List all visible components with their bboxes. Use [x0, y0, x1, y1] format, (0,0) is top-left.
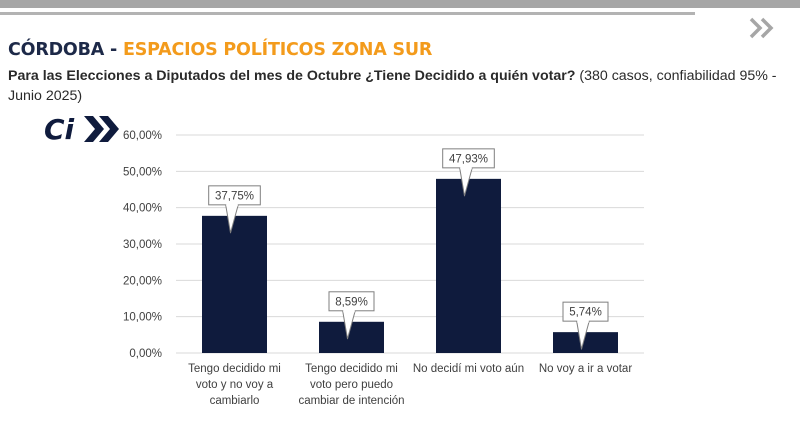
- category-label-line: voto pero puedo: [310, 379, 393, 391]
- double-chevron-right-icon[interactable]: [748, 16, 778, 40]
- y-tick-label: 10,00%: [123, 312, 162, 324]
- y-tick-label: 60,00%: [123, 130, 162, 142]
- title-region: CÓRDOBA -: [8, 40, 123, 60]
- category-label-line: Tengo decidido mi: [188, 363, 281, 375]
- page-title: CÓRDOBA - ESPACIOS POLÍTICOS ZONA SUR: [8, 40, 432, 60]
- category-label: Tengo decidido mi voto pero puedo cambiar …: [298, 363, 404, 407]
- bar: [436, 178, 501, 353]
- bar: [553, 332, 618, 353]
- category-label: No voy a ir a votar: [539, 363, 632, 375]
- logo-chevron-icon: [84, 116, 119, 142]
- ci-logo: Ci: [44, 113, 119, 146]
- data-label-callout: 37,75%: [208, 185, 261, 234]
- survey-note: (380 casos, confiabilidad 95% - Junio 20…: [8, 68, 777, 104]
- data-label: 5,74%: [569, 307, 602, 319]
- y-tick-label: 40,00%: [123, 203, 162, 215]
- callout-joint: [577, 319, 589, 323]
- callout-joint: [226, 203, 238, 207]
- category-label-line: cambiar de intención: [298, 395, 404, 407]
- bar: [202, 215, 267, 353]
- top-divider-line: [0, 12, 695, 15]
- data-label: 8,59%: [335, 296, 368, 308]
- callout-joint: [343, 309, 355, 313]
- category-label-line: Tengo decidido mi: [305, 363, 398, 375]
- title-subject: ESPACIOS POLÍTICOS ZONA SUR: [122, 40, 433, 60]
- category-label-line: cambiarlo: [210, 395, 260, 407]
- top-band: [0, 0, 800, 8]
- category-label-line: No voy a ir a votar: [539, 363, 632, 375]
- bar: [319, 321, 384, 353]
- category-label: No decidí mi voto aún: [413, 363, 524, 375]
- y-tick-label: 0,00%: [129, 348, 162, 360]
- data-label-callout: 47,93%: [442, 148, 495, 197]
- data-label-callout: 5,74%: [562, 301, 609, 350]
- category-label-line: voto y no voy a: [196, 379, 274, 391]
- y-tick-label: 20,00%: [123, 275, 162, 287]
- logo-text: Ci: [44, 113, 75, 146]
- y-tick-label: 30,00%: [123, 239, 162, 251]
- y-tick-label: 50,00%: [123, 166, 162, 178]
- category-label-line: No decidí mi voto aún: [413, 363, 524, 375]
- data-label: 37,75%: [215, 190, 254, 202]
- chart-subtitle: Para las Elecciones a Diputados del mes …: [8, 66, 788, 106]
- data-label: 47,93%: [449, 153, 488, 165]
- data-label-callout: 8,59%: [328, 291, 375, 340]
- callout-joint: [460, 166, 472, 170]
- survey-question: Para las Elecciones a Diputados del mes …: [8, 68, 576, 84]
- category-label: Tengo decidido mi voto y no voy a cambiarl…: [188, 363, 281, 407]
